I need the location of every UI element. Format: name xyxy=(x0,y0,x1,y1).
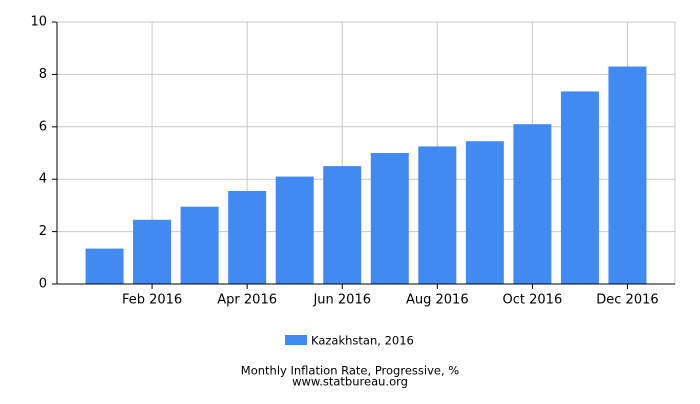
chart-title: Monthly Inflation Rate, Progressive, % xyxy=(241,364,459,378)
bar xyxy=(465,141,504,284)
bar xyxy=(228,190,267,284)
bar xyxy=(323,166,362,284)
x-tick-label: Feb 2016 xyxy=(122,293,182,308)
bar xyxy=(85,248,124,284)
legend-swatch xyxy=(285,335,307,345)
bar xyxy=(370,153,409,284)
bar xyxy=(275,176,314,284)
x-tick-label: Apr 2016 xyxy=(217,293,277,308)
y-tick-label: 2 xyxy=(39,224,47,239)
y-tick-label: 10 xyxy=(30,15,47,30)
y-tick-label: 8 xyxy=(39,67,47,82)
x-tick-label: Dec 2016 xyxy=(596,293,658,308)
bar xyxy=(418,146,457,284)
x-tick-label: Jun 2016 xyxy=(312,293,371,308)
bar xyxy=(513,124,552,285)
x-tick-label: Oct 2016 xyxy=(503,293,563,308)
bar xyxy=(608,66,647,284)
bar xyxy=(180,206,219,284)
source: www.statbureau.org xyxy=(292,375,408,389)
legend-label: Kazakhstan, 2016 xyxy=(311,334,414,348)
y-tick-label: 4 xyxy=(39,172,47,187)
y-tick-label: 6 xyxy=(39,119,47,134)
y-tick-label: 0 xyxy=(39,277,47,292)
bar xyxy=(560,91,599,285)
x-tick-label: Aug 2016 xyxy=(406,293,469,308)
bar xyxy=(133,219,172,284)
